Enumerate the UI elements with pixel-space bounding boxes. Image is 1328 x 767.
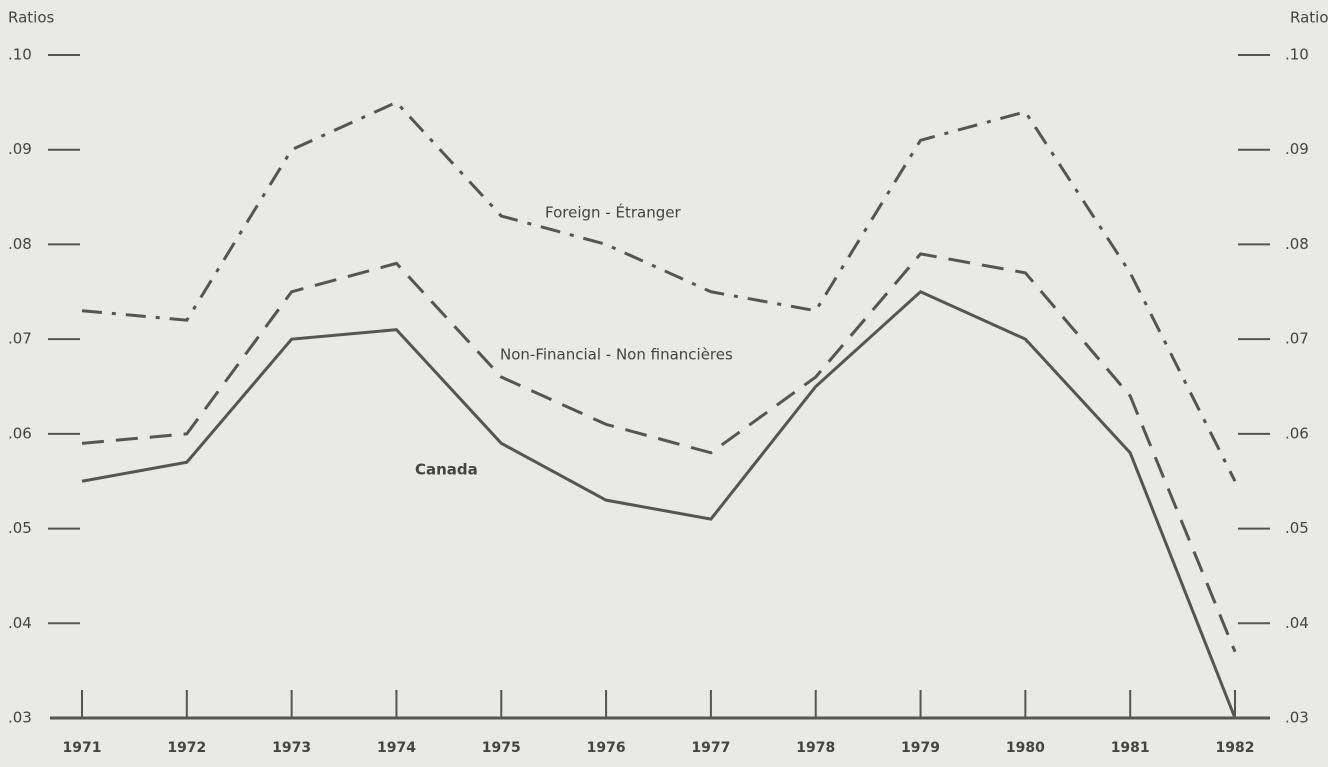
y2-tick-label: .07	[1285, 330, 1309, 348]
y2-tick-label: .09	[1285, 140, 1309, 158]
y-tick-label: .06	[8, 424, 32, 442]
x-tick-label: 1977	[691, 740, 730, 756]
y2-tick-label: .10	[1285, 46, 1309, 64]
y2-axis-label: Ratios	[1290, 9, 1328, 27]
y2-tick-label: .08	[1285, 235, 1309, 253]
x-tick-label: 1973	[272, 740, 311, 756]
x-tick-label: 1971	[63, 740, 102, 756]
x-tick-label: 1972	[167, 740, 206, 756]
series-line	[81, 100, 1237, 482]
y-tick-label: .03	[8, 709, 32, 727]
series-label: Non-Financial - Non financières	[500, 346, 733, 364]
y-tick-label: .10	[8, 46, 32, 64]
y-tick-label: .04	[8, 614, 32, 632]
y2-tick-label: .05	[1285, 519, 1309, 537]
y2-tick-label: .04	[1285, 614, 1309, 632]
x-tick-label: 1974	[377, 740, 416, 756]
x-tick-label: 1979	[901, 740, 940, 756]
series-line	[81, 252, 1237, 653]
x-tick-label: 1976	[587, 740, 626, 756]
x-tick-label: 1982	[1216, 740, 1255, 756]
y2-tick-label: .03	[1285, 709, 1309, 727]
x-tick-label: 1981	[1111, 740, 1150, 756]
x-tick-label: 1980	[1006, 740, 1045, 756]
y-tick-label: .09	[8, 140, 32, 158]
series-label: Foreign - Étranger	[545, 203, 681, 222]
series-label: Canada	[415, 461, 478, 479]
series-line	[81, 290, 1237, 719]
y-axis-label: Ratios	[8, 9, 55, 27]
y2-tick-label: .06	[1285, 424, 1309, 442]
y-tick-label: .07	[8, 330, 32, 348]
x-tick-label: 1978	[796, 740, 835, 756]
y-tick-label: .05	[8, 519, 32, 537]
y-tick-label: .08	[8, 235, 32, 253]
x-tick-label: 1975	[482, 740, 521, 756]
